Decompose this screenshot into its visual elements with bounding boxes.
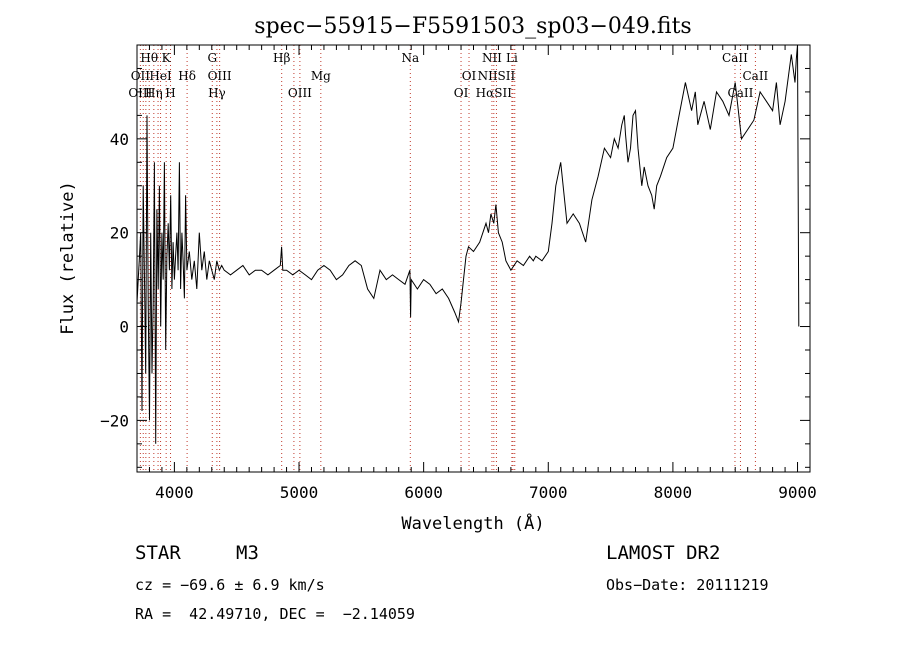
x-axis-label: Wavelength (Å) (401, 512, 544, 534)
axis-tick-labels: 4000 5000 6000 7000 8000 9000 −20 0 20 40 (100, 130, 817, 502)
plot-frame (136, 44, 811, 473)
object-subclass: M3 (236, 542, 259, 564)
line-annotation: K (162, 51, 172, 65)
x-tick-label: 4000 (155, 483, 194, 502)
line-annotation: OI (454, 86, 469, 100)
line-annotation: Hδ (178, 69, 196, 83)
y-tick-label: 40 (110, 130, 129, 149)
chart-title: spec−55915−F5591503_sp03−049.fits (254, 14, 691, 39)
y-axis-label: Flux (relative) (58, 181, 78, 335)
line-annotation: NIISII (478, 69, 516, 83)
object-class: STAR (135, 542, 181, 564)
line-annotation: HeI (149, 69, 172, 83)
y-tick-label: 20 (110, 224, 129, 243)
line-markers (139, 45, 756, 472)
observation-date: Obs−Date: 20111219 (606, 576, 769, 594)
line-annotation: Hγ (208, 86, 226, 100)
line-annotation: OIII (288, 86, 312, 100)
line-annotation: NII (482, 51, 502, 65)
x-tick-label: 9000 (778, 483, 817, 502)
line-annotation: Hθ (140, 51, 158, 65)
line-annotation: HαSII (476, 86, 513, 100)
line-annotation: G (207, 51, 217, 65)
line-annotation: OII (131, 69, 151, 83)
line-annotation: CaII (742, 69, 768, 83)
redshift-velocity: cz = −69.6 ± 6.9 km/s (135, 576, 325, 594)
line-annotation: Hβ (273, 51, 290, 65)
y-tick-label: −20 (100, 411, 129, 430)
line-annotation: Na (401, 51, 419, 65)
line-annotation: Li (506, 51, 518, 65)
x-tick-label: 6000 (404, 483, 443, 502)
x-tick-label: 8000 (654, 483, 693, 502)
spectrum-line (136, 44, 800, 444)
line-annotation: CaII (728, 86, 754, 100)
line-annotation: H (165, 86, 175, 100)
line-annotation: OI (462, 69, 477, 83)
line-annotation: CaII (722, 51, 748, 65)
line-annotation: OIII (208, 69, 232, 83)
axis-ticks (136, 44, 811, 472)
x-tick-label: 7000 (529, 483, 568, 502)
y-tick-label: 0 (119, 318, 129, 337)
survey-name: LAMOST DR2 (606, 542, 721, 564)
coordinates: RA = 42.49710, DEC = −2.14059 (135, 605, 415, 623)
line-annotation: OIII (128, 86, 152, 100)
x-tick-label: 5000 (280, 483, 319, 502)
line-annotation: Mg (311, 69, 331, 83)
line-annotation: Hη (145, 86, 163, 100)
